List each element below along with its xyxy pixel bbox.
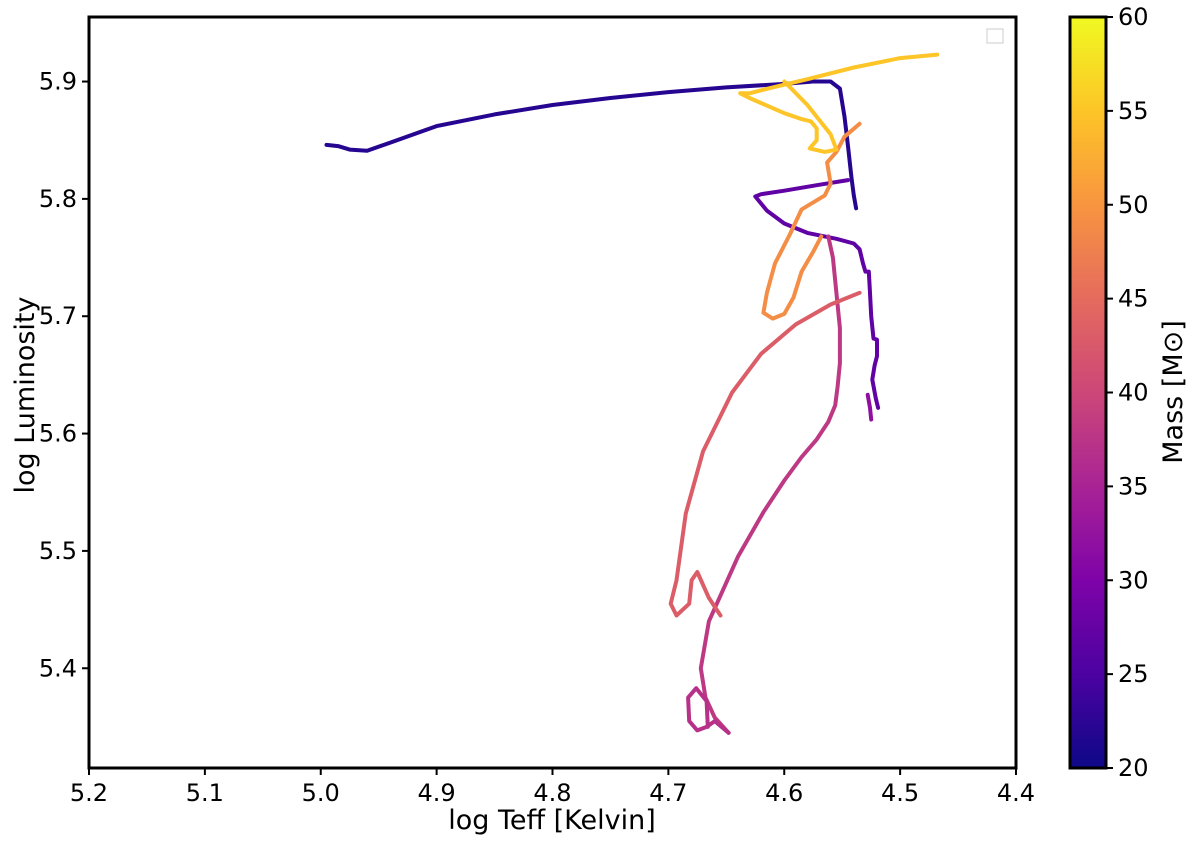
y-tick-label: 5.7 — [39, 302, 77, 330]
track-series-6 — [761, 121, 862, 321]
colorbar-tick-label: 35 — [1118, 472, 1149, 500]
x-tick-label: 5.1 — [186, 779, 224, 807]
colorbar-tick-label: 30 — [1118, 566, 1149, 594]
x-tick-label: 4.5 — [881, 779, 919, 807]
track-series-4 — [686, 686, 731, 735]
colorbar-ticks: 20 25 30 35 40 45 50 55 60 — [1106, 3, 1149, 782]
x-tick-label: 4.8 — [533, 779, 571, 807]
colorbar-label: Mass [M⊙] — [1158, 320, 1189, 464]
y-tick-label: 5.4 — [39, 654, 77, 682]
x-tick-label: 4.7 — [649, 779, 687, 807]
x-tick-label: 4.4 — [997, 779, 1035, 807]
colorbar-tick-label: 20 — [1118, 754, 1149, 782]
x-tick-label: 5.2 — [70, 779, 108, 807]
track-series-1 — [753, 178, 881, 410]
x-tick-label: 4.9 — [418, 779, 456, 807]
colorbar — [1068, 15, 1108, 770]
y-tick-label: 5.6 — [39, 420, 77, 448]
x-axis-ticks: 5.2 5.1 5.0 4.9 4.8 4.7 4.6 4.5 4.4 — [70, 768, 1035, 807]
track-series-3 — [698, 234, 842, 735]
colorbar-tick-label: 55 — [1118, 97, 1149, 125]
colorbar-tick-label: 60 — [1118, 3, 1149, 31]
x-tick-label: 4.6 — [765, 779, 803, 807]
track-series-5 — [668, 290, 862, 618]
plot-frame — [87, 15, 1018, 770]
colorbar-tick-label: 40 — [1118, 379, 1149, 407]
legend-box — [986, 28, 1004, 44]
colorbar-tick-label: 50 — [1118, 191, 1149, 219]
y-tick-label: 5.5 — [39, 537, 77, 565]
track-series-layer — [324, 52, 940, 735]
colorbar-tick-label: 25 — [1118, 660, 1149, 688]
y-axis-label: log Luminosity — [10, 296, 41, 493]
track-series-7 — [738, 52, 940, 154]
y-tick-label: 5.8 — [39, 185, 77, 213]
y-axis-ticks: 5.4 5.5 5.6 5.7 5.8 5.9 — [39, 68, 89, 682]
track-series-2 — [865, 392, 874, 422]
x-axis-label: log Teff [Kelvin] — [448, 805, 656, 836]
x-tick-label: 5.0 — [302, 779, 340, 807]
track-series-0 — [324, 79, 859, 211]
colorbar-tick-label: 45 — [1118, 285, 1149, 313]
y-tick-label: 5.9 — [39, 68, 77, 96]
